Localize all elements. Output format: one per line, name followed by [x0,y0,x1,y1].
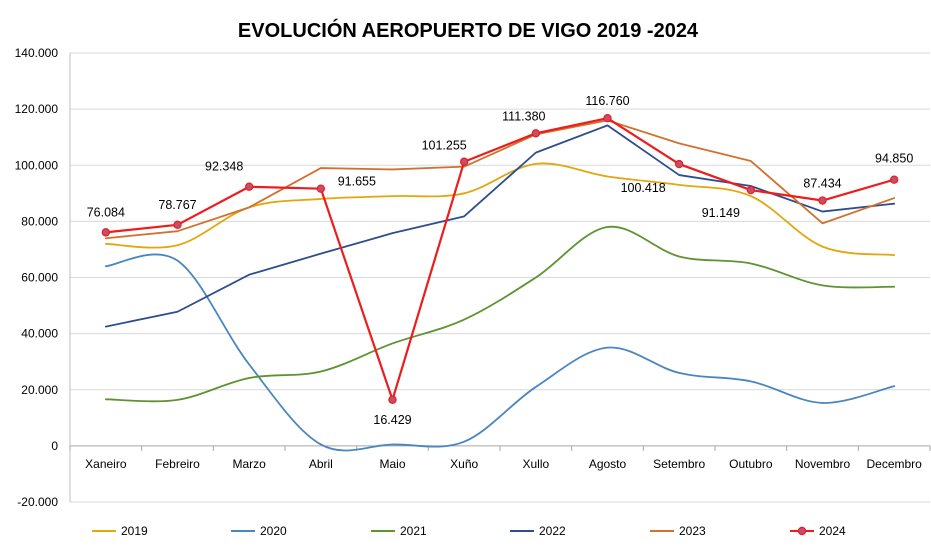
data-point-2024 [746,185,756,195]
legend-item-2020: 2020 [231,524,287,538]
x-tick-label: Decembro [866,457,922,471]
data-label: 111.380 [502,109,545,123]
y-tick-label: 80.000 [21,214,58,228]
data-point-2024 [459,157,469,166]
x-tick-label: Xaneiro [85,457,127,471]
data-point-2024 [244,182,254,191]
x-tick-label: Agosto [589,457,627,471]
series-line-2024 [104,117,896,401]
data-label: 94.850 [875,152,913,166]
legend-item-2019: 2019 [92,524,148,538]
data-label: 101.255 [422,139,467,153]
axes: -20.000 0 20.000 40.000 60.000 80.000 100.000 1… [15,46,931,509]
plot-area [101,114,899,452]
data-point-2024 [818,196,827,205]
legend-item-2023: 2023 [650,524,706,538]
data-label: 116.760 [585,94,629,108]
chart-title: EVOLUCIÓN AEROPUERTO DE VIGO 2019 -2024 [238,18,699,42]
series-line-2020 [104,253,896,452]
data-point-2024 [316,184,326,193]
data-label: 91.655 [338,175,376,189]
legend-label: 2024 [819,524,846,538]
legend-item-2022: 2022 [510,524,566,538]
x-tick-label: Xullo [522,457,549,471]
y-tick-label: 100.000 [15,158,59,172]
data-label: 16.429 [373,413,411,427]
series-line-2019 [104,162,896,256]
data-point-2024 [101,228,111,237]
legend-label: 2021 [400,524,427,538]
x-tick-label: Outubro [729,457,773,471]
data-point-2024 [388,395,397,404]
x-tick-label: Maio [379,457,405,471]
data-label: 78.767 [158,198,196,212]
data-label: 91.149 [702,206,740,220]
legend-label: 2020 [260,524,287,538]
y-tick-label: 60.000 [21,271,58,285]
x-tick-label: Xuño [450,457,478,471]
y-tick-label: -20.000 [17,495,58,509]
x-tick-label: Novembro [795,457,851,471]
y-tick-label: 140.000 [15,46,59,60]
data-point-2024 [531,129,541,138]
x-tick-label: Febreiro [155,457,200,471]
legend: 2019 2020 2021 2022 2023 2024 [92,524,846,538]
legend-label: 2022 [539,524,566,538]
data-labels: 76.084 78.767 92.348 91.655 16.429 101.255 111… [87,94,914,427]
legend-label: 2019 [121,524,148,538]
x-tick-label: Marzo [232,457,266,471]
data-point-2024 [889,175,899,184]
y-tick-label: 0 [51,439,58,453]
legend-item-2021: 2021 [371,524,427,538]
data-label: 92.348 [205,160,243,174]
data-label: 87.434 [803,177,841,191]
series-line-2022 [104,124,896,328]
data-label: 76.084 [87,205,125,219]
data-point-2024 [674,159,684,169]
y-tick-label: 20.000 [21,383,58,397]
series-line-2023 [104,119,896,240]
series-line-2021 [104,225,896,403]
grid-lines [70,52,930,503]
x-tick-label: Abril [309,457,333,471]
legend-marker [797,526,807,536]
y-tick-label: 120.000 [15,102,59,116]
data-point-2024 [173,220,182,230]
y-tick-label: 40.000 [21,327,58,341]
legend-item-2024: 2024 [790,524,846,538]
x-tick-label: Setembro [653,457,705,471]
data-point-2024 [603,114,612,123]
legend-label: 2023 [679,524,706,538]
data-label: 100.418 [621,181,666,195]
